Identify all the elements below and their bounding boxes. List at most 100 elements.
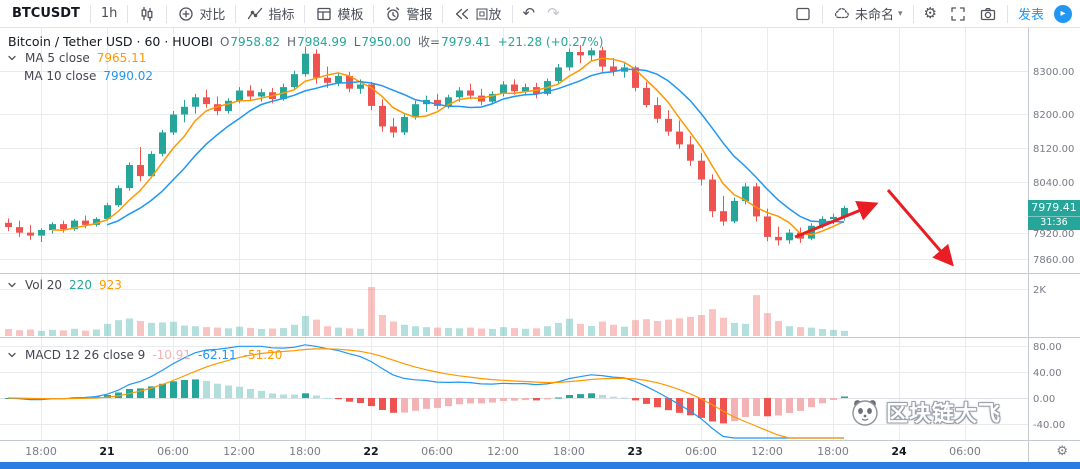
macd-histogram-bar xyxy=(588,393,595,398)
candle-body xyxy=(742,186,749,201)
volume-bar xyxy=(368,287,375,336)
macd-histogram-bar xyxy=(104,395,111,398)
volume-bar xyxy=(577,323,584,336)
macd-histogram-bar xyxy=(390,398,397,413)
macd-histogram-bar xyxy=(819,398,826,404)
divider xyxy=(442,4,444,23)
macd-histogram-bar xyxy=(236,386,243,398)
legend-collapse-icon[interactable] xyxy=(6,52,18,64)
drawn-arrow[interactable] xyxy=(886,189,954,267)
candle-body xyxy=(632,67,639,88)
volume-bar xyxy=(445,328,452,336)
time-axis[interactable]: ⚙ 18:00 21 06:00 12:00 18:00 22 06:00 12:00 18:0… xyxy=(0,440,1080,462)
replay-button[interactable]: 回放 xyxy=(447,1,507,26)
volume-bar xyxy=(346,328,353,336)
fullscreen-button[interactable] xyxy=(943,2,973,26)
volume-bar xyxy=(709,309,716,336)
macd-histogram-bar xyxy=(511,398,518,401)
legend-collapse-icon[interactable] xyxy=(6,349,18,361)
candlestick-chart-icon xyxy=(141,6,153,21)
alerts-label: 警报 xyxy=(406,8,433,23)
volume-bar xyxy=(753,295,760,336)
macd-axis-label: -40.00 xyxy=(1033,420,1065,431)
candle-body xyxy=(841,208,848,217)
macd-histogram-bar xyxy=(214,383,221,398)
templates-button[interactable]: 模板 xyxy=(309,1,369,26)
layout-select-button[interactable] xyxy=(788,2,818,26)
macd-histogram-bar xyxy=(379,398,386,410)
volume-bar xyxy=(808,327,815,336)
macd-histogram-bar xyxy=(368,398,375,407)
macd-histogram-bar xyxy=(335,398,342,400)
compare-plus-icon xyxy=(179,6,194,21)
publish-play-button[interactable]: ▸ xyxy=(1054,4,1072,23)
publish-button[interactable]: 发表 xyxy=(1012,1,1050,26)
volume-bar xyxy=(720,317,727,336)
divider xyxy=(235,4,237,23)
legend-collapse-icon[interactable] xyxy=(6,279,18,291)
divider xyxy=(89,4,91,23)
toolbar-right-group: 未命名 ▾ ⚙ 发表 ▸ xyxy=(788,1,1074,26)
volume-bar xyxy=(379,315,386,336)
candle-body xyxy=(335,75,342,83)
volume-bar xyxy=(247,327,254,336)
time-axis-settings-gear-icon[interactable]: ⚙ xyxy=(1056,444,1068,459)
volume-bar xyxy=(698,315,705,336)
redo-button[interactable]: ↷ xyxy=(541,3,566,24)
macd-histogram-bar xyxy=(313,395,320,398)
macd-histogram-bar xyxy=(269,393,276,398)
candle-body xyxy=(137,165,144,177)
macd-histogram-bar xyxy=(181,380,188,398)
candle-body xyxy=(313,53,320,78)
candle-body xyxy=(654,105,661,119)
candle-body xyxy=(753,186,760,217)
volume-bar xyxy=(60,330,67,336)
candle-body xyxy=(698,160,705,180)
time-tick: 23 xyxy=(627,445,643,458)
macd-histogram-bar xyxy=(93,396,100,398)
volume-bar xyxy=(71,328,78,336)
symbol-button[interactable]: BTCUSDT xyxy=(6,3,86,24)
watermark: 区块链大飞 xyxy=(850,396,1001,428)
volume-bar xyxy=(401,324,408,336)
alerts-button[interactable]: 警报 xyxy=(378,1,438,26)
drawn-arrow[interactable] xyxy=(794,200,879,239)
volume-bar xyxy=(764,313,771,336)
candle-body xyxy=(566,52,573,68)
macd-histogram-bar xyxy=(346,398,353,402)
interval-button[interactable]: 1h xyxy=(95,3,124,24)
candle-body xyxy=(445,97,452,106)
volume-bar xyxy=(170,321,177,336)
chart-type-button[interactable] xyxy=(132,2,162,26)
candle-body xyxy=(368,84,375,106)
volume-bar xyxy=(643,319,650,336)
volume-bar xyxy=(181,325,188,336)
candle-body xyxy=(456,90,463,98)
candle-body xyxy=(731,200,738,222)
snapshot-button[interactable] xyxy=(973,2,1003,26)
candle-body xyxy=(643,87,650,105)
templates-icon xyxy=(317,7,332,20)
watermark-panda-logo-icon xyxy=(852,400,878,426)
volume-bar xyxy=(93,329,100,336)
price-axis-label: 7860.00 xyxy=(1033,255,1074,266)
layout-name-button[interactable]: 未命名 ▾ xyxy=(827,1,909,26)
compare-button[interactable]: 对比 xyxy=(171,1,231,26)
candle-body xyxy=(115,188,122,206)
volume-bar xyxy=(357,328,364,336)
indicators-icon xyxy=(248,7,263,19)
settings-button[interactable]: ⚙ xyxy=(918,3,943,24)
volume-bar xyxy=(797,327,804,336)
macd-histogram-bar xyxy=(247,388,254,398)
candle-body xyxy=(38,230,45,236)
time-tick: 18:00 xyxy=(553,445,585,458)
indicators-button[interactable]: 指标 xyxy=(240,1,300,26)
chart-canvas[interactable]: 8300.00 8200.00 8120.00 8040.00 7920.00 7860.… xyxy=(0,28,1080,440)
divider xyxy=(1006,4,1008,23)
volume-bar xyxy=(236,326,243,336)
volume-bar xyxy=(687,316,694,336)
undo-button[interactable]: ↶ xyxy=(517,3,542,24)
candle-body xyxy=(49,224,56,231)
cloud-save-icon xyxy=(834,7,849,18)
candle-body xyxy=(676,131,683,145)
